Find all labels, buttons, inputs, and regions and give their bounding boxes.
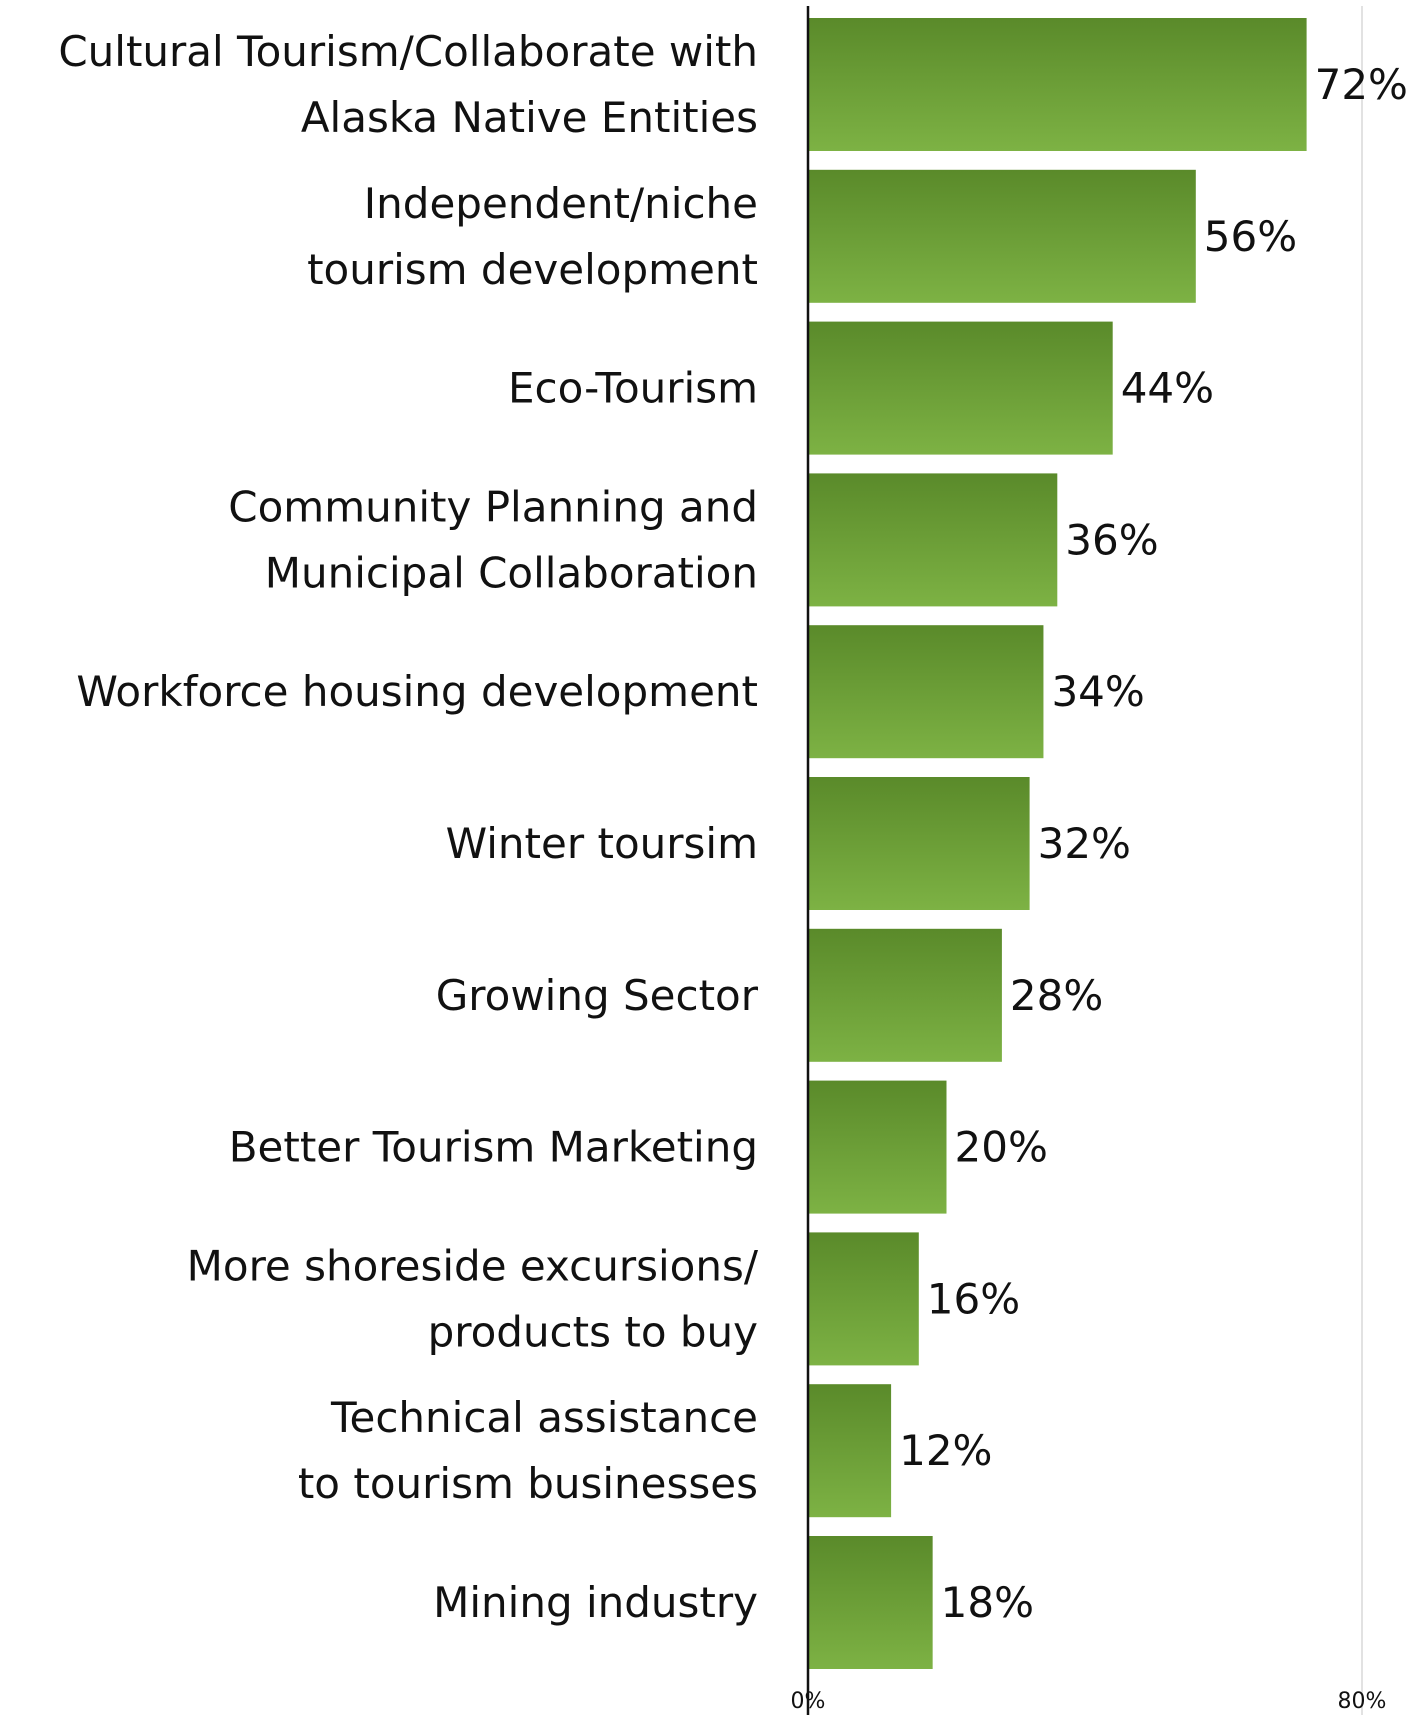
category-label-4-line-0: Workforce housing development <box>76 667 758 716</box>
category-label-7-line-0: Better Tourism Marketing <box>229 1123 758 1172</box>
x-tick-labels: 0% 80% <box>791 1689 1387 1714</box>
value-label-8: 16% <box>927 1274 1020 1323</box>
category-label-2-line-0: Eco-Tourism <box>508 364 758 413</box>
value-label-4: 34% <box>1051 667 1144 716</box>
category-label-3-line-1: Municipal Collaboration <box>265 548 758 597</box>
value-label-9: 12% <box>899 1426 992 1475</box>
value-label-3: 36% <box>1065 515 1158 564</box>
category-label-1-line-0: Independent/niche <box>364 179 758 228</box>
bar-8 <box>808 1232 919 1366</box>
value-label-5: 32% <box>1038 819 1131 868</box>
bar-10 <box>808 1536 933 1669</box>
bar-2 <box>808 321 1113 455</box>
category-label-8-line-1: products to buy <box>428 1307 758 1356</box>
bar-9 <box>808 1384 892 1518</box>
category-label-1-line-1: tourism development <box>307 245 758 294</box>
value-labels: 72% 56% 44% 36% 34% 32% 28% 20% 16% 12% 18% <box>899 60 1408 1627</box>
bar-5 <box>808 777 1030 910</box>
category-label-6-line-0: Growing Sector <box>436 971 759 1020</box>
bar-7 <box>808 1080 947 1214</box>
category-label-10-line-0: Mining industry <box>433 1578 758 1627</box>
category-label-9-line-1: to tourism businesses <box>298 1459 758 1508</box>
bar-1 <box>808 169 1196 303</box>
category-label-3-line-0: Community Planning and <box>228 482 758 531</box>
bar-6 <box>808 928 1002 1062</box>
category-label-5-line-0: Winter toursim <box>446 819 758 868</box>
value-label-1: 56% <box>1204 212 1297 261</box>
category-label-0-line-1: Alaska Native Entities <box>301 93 758 142</box>
bar-4 <box>808 625 1044 759</box>
category-label-8-line-0: More shoreside excursions/ <box>187 1241 759 1290</box>
value-label-0: 72% <box>1315 60 1408 109</box>
value-label-2: 44% <box>1121 364 1214 413</box>
value-label-6: 28% <box>1010 971 1103 1020</box>
category-label-9-line-0: Technical assistance <box>330 1393 758 1442</box>
category-label-0-line-0: Cultural Tourism/Collaborate with <box>58 27 758 76</box>
bar-0 <box>808 18 1307 151</box>
bars <box>808 18 1307 1669</box>
category-labels: Cultural Tourism/Collaborate with Alaska … <box>58 27 759 1627</box>
bar-3 <box>808 473 1058 607</box>
x-tick-label-1: 80% <box>1338 1689 1387 1714</box>
value-label-7: 20% <box>955 1123 1048 1172</box>
value-label-10: 18% <box>941 1578 1034 1627</box>
